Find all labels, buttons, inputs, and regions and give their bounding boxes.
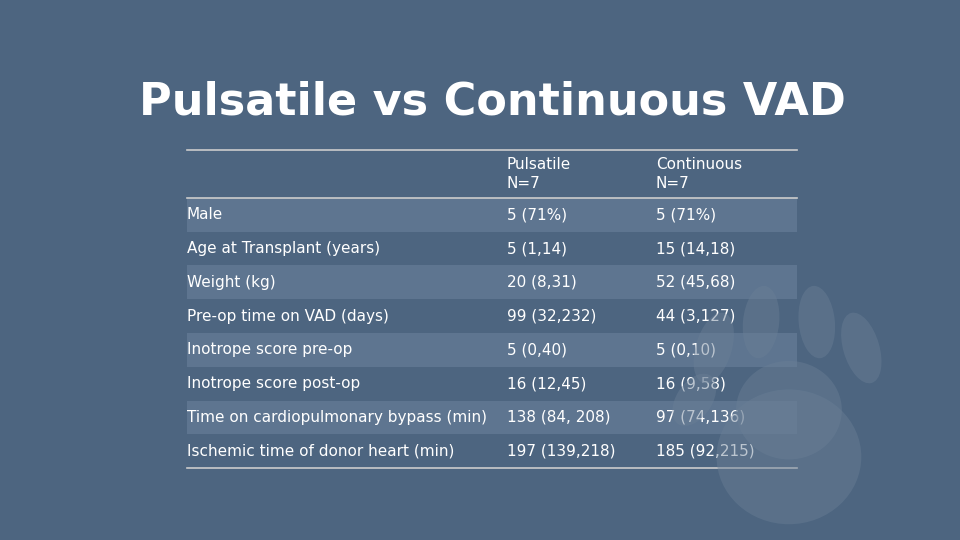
Bar (187, 333, 797, 367)
Text: Pulsatile vs Continuous VAD: Pulsatile vs Continuous VAD (138, 80, 846, 124)
Bar (187, 198, 797, 232)
Bar (187, 434, 797, 468)
Bar (187, 232, 797, 266)
Bar (187, 266, 797, 299)
Text: 185 (92,215): 185 (92,215) (656, 444, 755, 459)
Text: 99 (32,232): 99 (32,232) (507, 308, 596, 323)
Text: Age at Transplant (years): Age at Transplant (years) (187, 241, 380, 256)
Text: 5 (0,40): 5 (0,40) (507, 342, 566, 357)
Text: 16 (12,45): 16 (12,45) (507, 376, 587, 391)
Text: Pre-op time on VAD (days): Pre-op time on VAD (days) (187, 308, 389, 323)
Ellipse shape (693, 313, 734, 383)
Text: 16 (9,58): 16 (9,58) (656, 376, 726, 391)
Text: Inotrope score post-op: Inotrope score post-op (187, 376, 360, 391)
Text: Time on cardiopulmonary bypass (min): Time on cardiopulmonary bypass (min) (187, 410, 487, 425)
Bar (187, 299, 797, 333)
Text: Continuous
N=7: Continuous N=7 (656, 157, 742, 191)
Text: 52 (45,68): 52 (45,68) (656, 275, 735, 290)
Ellipse shape (716, 389, 861, 524)
Text: 15 (14,18): 15 (14,18) (656, 241, 735, 256)
Text: 5 (71%): 5 (71%) (656, 207, 716, 222)
Ellipse shape (736, 361, 842, 460)
Text: 5 (0,10): 5 (0,10) (656, 342, 715, 357)
Text: 20 (8,31): 20 (8,31) (507, 275, 577, 290)
Text: 197 (139,218): 197 (139,218) (507, 444, 615, 459)
Text: 5 (71%): 5 (71%) (507, 207, 567, 222)
Text: Weight (kg): Weight (kg) (187, 275, 276, 290)
Bar (187, 367, 797, 401)
Text: 44 (3,127): 44 (3,127) (656, 308, 735, 323)
Text: Pulsatile
N=7: Pulsatile N=7 (507, 157, 571, 191)
Ellipse shape (672, 374, 716, 426)
Text: 138 (84, 208): 138 (84, 208) (507, 410, 611, 425)
Bar (187, 401, 797, 434)
Text: Male: Male (187, 207, 224, 222)
Text: Ischemic time of donor heart (min): Ischemic time of donor heart (min) (187, 444, 454, 459)
Text: 97 (74,136): 97 (74,136) (656, 410, 745, 425)
Text: 5 (1,14): 5 (1,14) (507, 241, 566, 256)
Ellipse shape (743, 286, 780, 358)
Text: Inotrope score pre-op: Inotrope score pre-op (187, 342, 352, 357)
Ellipse shape (799, 286, 835, 358)
Ellipse shape (841, 313, 881, 383)
